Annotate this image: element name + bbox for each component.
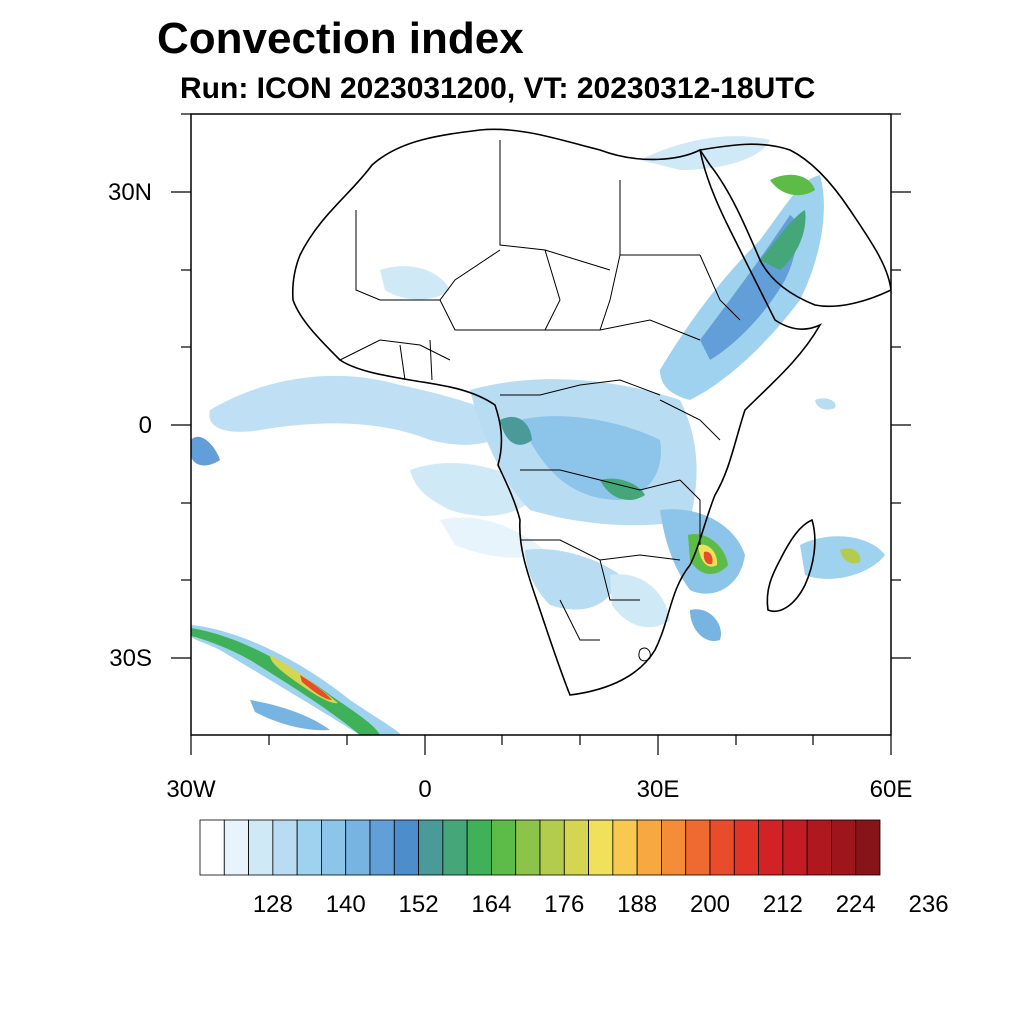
colorbar-swatch (539, 819, 565, 876)
colorbar (199, 819, 881, 876)
colorbar-swatch (345, 819, 371, 876)
convection-field (191, 136, 885, 735)
lon-label-30e: 30E (637, 776, 680, 803)
colorbar-labels: 128 140 152 164 176 188 200 212 224 236 (253, 891, 949, 918)
colorbar-swatch (709, 819, 735, 876)
chart-subtitle: Run: ICON 2023031200, VT: 20230312-18UTC (180, 72, 816, 105)
colorbar-swatch (733, 819, 759, 876)
colorbar-label: 224 (836, 891, 876, 918)
colorbar-swatch (491, 819, 517, 876)
lat-ticks (171, 113, 911, 659)
colorbar-swatch (661, 819, 687, 876)
colorbar-swatch (393, 819, 419, 876)
colorbar-swatch (515, 819, 541, 876)
colorbar-label: 236 (909, 891, 949, 918)
lat-label-30n: 30N (108, 179, 152, 206)
colorbar-swatch (272, 819, 298, 876)
colorbar-swatch (831, 819, 857, 876)
colorbar-swatch (321, 819, 347, 876)
colorbar-swatch (685, 819, 711, 876)
lon-label-30w: 30W (166, 776, 216, 803)
colorbar-swatch (855, 819, 881, 876)
colorbar-swatch (758, 819, 784, 876)
colorbar-swatch (466, 819, 492, 876)
colorbar-swatch (563, 819, 589, 876)
colorbar-swatch (223, 819, 249, 876)
colorbar-swatch (588, 819, 614, 876)
colorbar-swatch (296, 819, 322, 876)
colorbar-label: 128 (253, 891, 293, 918)
lon-ticks (190, 735, 892, 755)
colorbar-label: 200 (690, 891, 730, 918)
lon-label-0: 0 (418, 776, 431, 803)
colorbar-swatch (418, 819, 444, 876)
colorbar-label: 152 (399, 891, 439, 918)
colorbar-swatch (199, 819, 225, 876)
colorbar-swatch (612, 819, 638, 876)
colorbar-label: 212 (763, 891, 803, 918)
colorbar-swatch (806, 819, 832, 876)
colorbar-swatch (442, 819, 468, 876)
colorbar-label: 176 (544, 891, 584, 918)
chart-title: Convection index (157, 14, 524, 63)
colorbar-label: 140 (326, 891, 366, 918)
lat-label-30s: 30S (109, 645, 152, 672)
lon-label-60e: 60E (870, 776, 913, 803)
coastline (291, 128, 891, 696)
colorbar-swatch (636, 819, 662, 876)
colorbar-label: 188 (617, 891, 657, 918)
lat-label-0: 0 (139, 412, 152, 439)
colorbar-label: 164 (471, 891, 511, 918)
colorbar-swatch (782, 819, 808, 876)
country-borders (339, 140, 741, 662)
colorbar-swatch (369, 819, 395, 876)
colorbar-swatch (248, 819, 274, 876)
